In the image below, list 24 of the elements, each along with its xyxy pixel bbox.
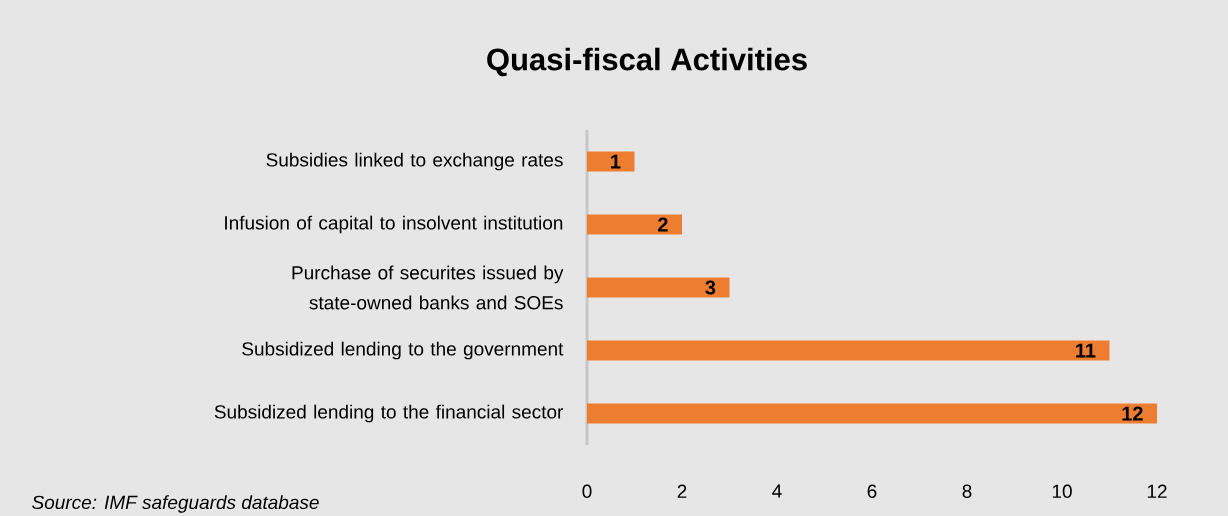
- data-label: 3: [705, 280, 716, 295]
- x-tick-label: 8: [962, 484, 972, 498]
- data-label: 2: [658, 217, 668, 232]
- bar: [587, 403, 1158, 424]
- x-tick-label: 2: [677, 484, 687, 498]
- x-tick-label: 6: [867, 484, 877, 498]
- data-label: 12: [1122, 406, 1143, 421]
- y-tick-label: Subsidized lending to the government: [242, 341, 564, 360]
- x-tick-label: 10: [1052, 484, 1072, 498]
- y-tick-label: Purchase of securites issued by state-owned banks and SOEs: [292, 265, 564, 310]
- data-label: 11: [1076, 343, 1096, 358]
- x-tick-label: 12: [1147, 484, 1167, 498]
- bar: [587, 151, 635, 172]
- y-tick-label: Subsidized lending to the financial sector: [214, 404, 564, 423]
- data-label: 1: [611, 154, 621, 169]
- x-tick-label: 4: [772, 484, 782, 498]
- bar: [587, 340, 1110, 361]
- bar: [587, 214, 682, 235]
- y-tick-label: Subsidies linked to exchange rates: [266, 152, 563, 171]
- chart-title: Quasi-fiscal Activities: [487, 47, 807, 77]
- source-note: Source: IMF safeguards database: [32, 495, 319, 513]
- y-tick-label: Infusion of capital to insolvent institution: [225, 215, 563, 234]
- x-tick-label: 0: [582, 484, 592, 498]
- bar: [587, 277, 730, 298]
